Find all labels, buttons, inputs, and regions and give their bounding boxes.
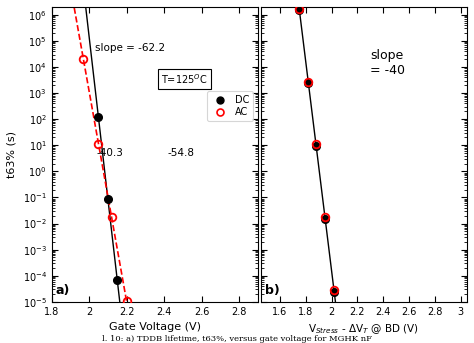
Text: -40.3: -40.3: [97, 147, 123, 158]
Text: slope
= -40: slope = -40: [370, 49, 405, 77]
Text: l. 10: a) TDDB lifetime, t63%, versus gate voltage for MGHK nF: l. 10: a) TDDB lifetime, t63%, versus ga…: [102, 335, 372, 343]
Text: a): a): [55, 284, 70, 297]
X-axis label: V$_{Stress}$ - ΔV$_T$ @ BD (V): V$_{Stress}$ - ΔV$_T$ @ BD (V): [309, 322, 419, 336]
X-axis label: Gate Voltage (V): Gate Voltage (V): [109, 322, 201, 332]
Legend: DC, AC: DC, AC: [207, 92, 253, 121]
Text: T=125$^{O}$C: T=125$^{O}$C: [161, 72, 208, 86]
Text: b): b): [264, 284, 279, 297]
Text: slope = -62.2: slope = -62.2: [95, 43, 165, 53]
Text: -54.8: -54.8: [168, 147, 195, 158]
Y-axis label: t63% (s): t63% (s): [7, 131, 17, 178]
